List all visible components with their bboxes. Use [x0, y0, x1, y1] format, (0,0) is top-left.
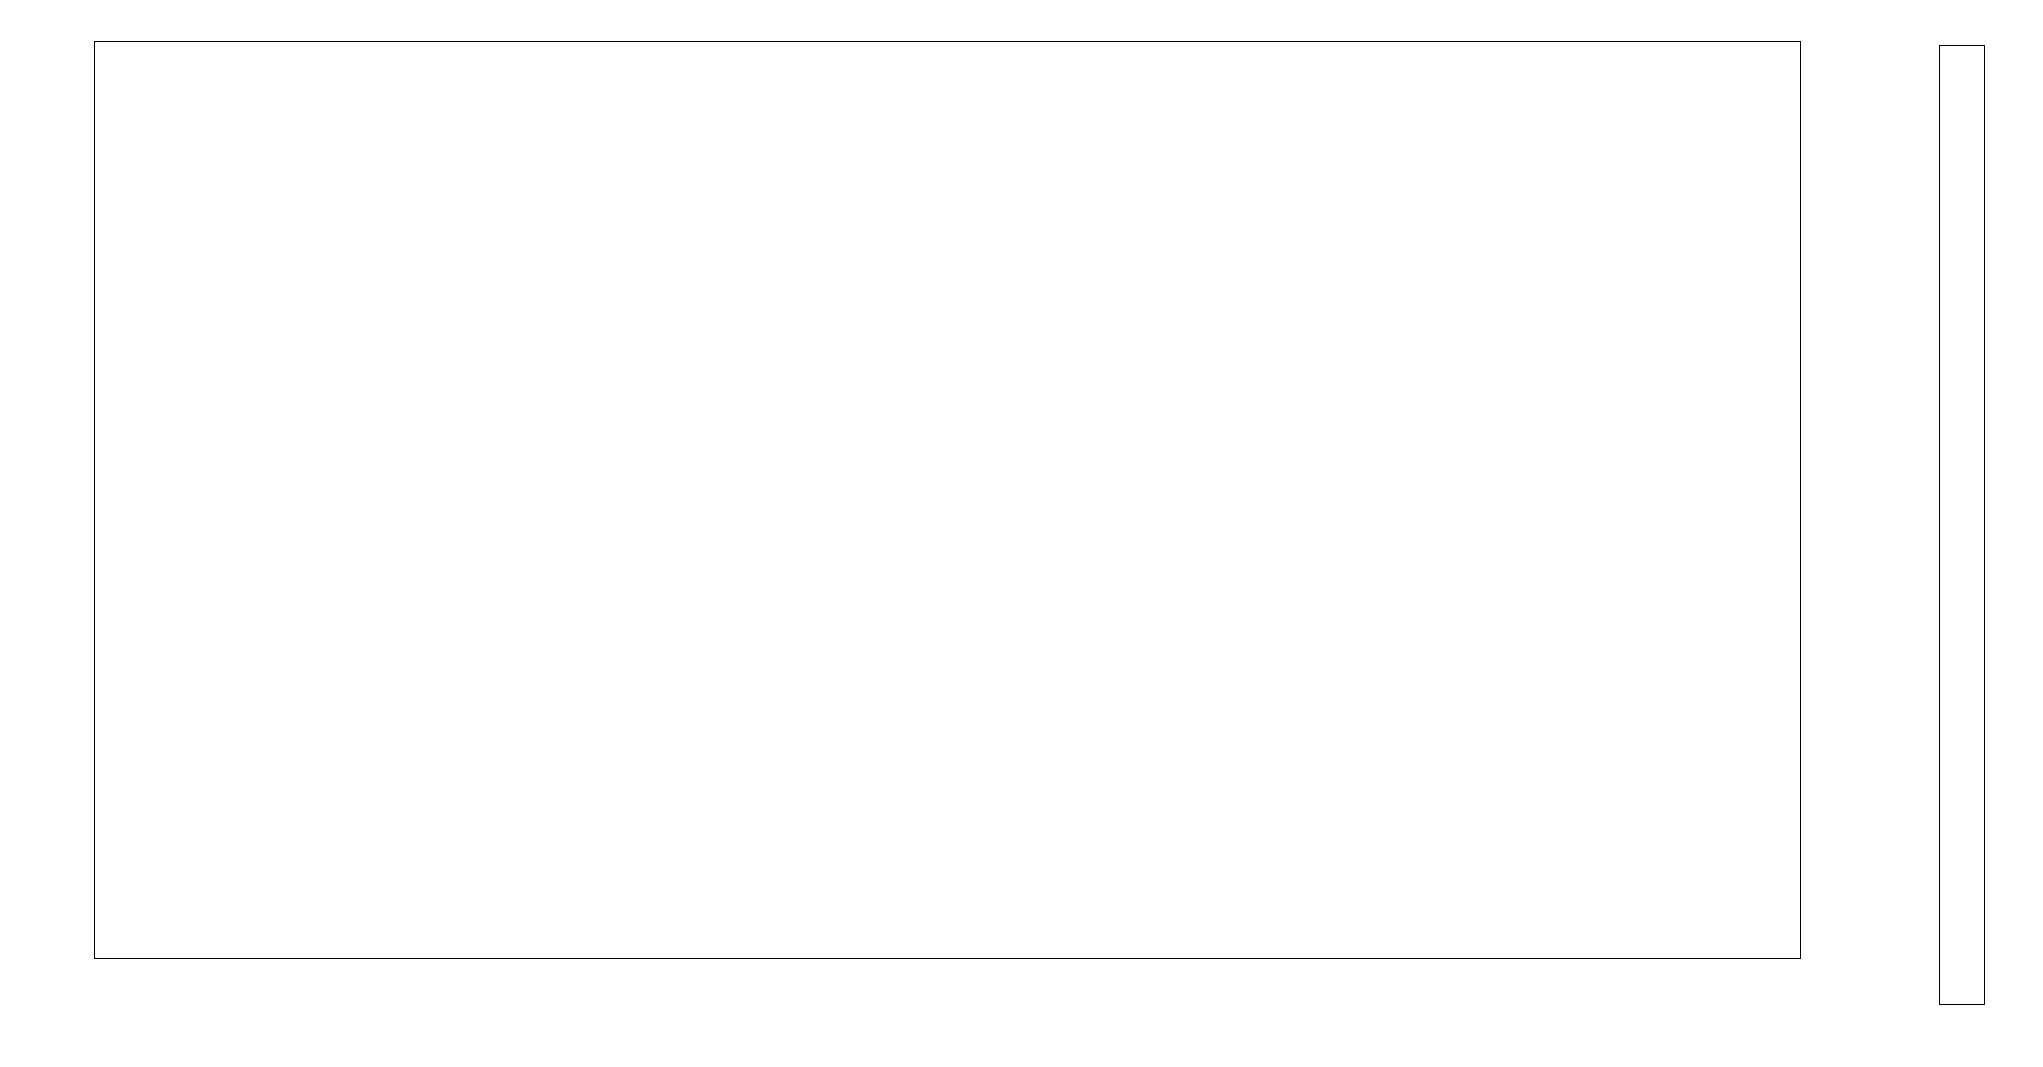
spectrogram-heatmap	[94, 41, 1801, 959]
y-axis-label	[4, 300, 36, 700]
colorbar-label	[2003, 375, 2033, 675]
colorbar	[1939, 45, 1985, 1005]
